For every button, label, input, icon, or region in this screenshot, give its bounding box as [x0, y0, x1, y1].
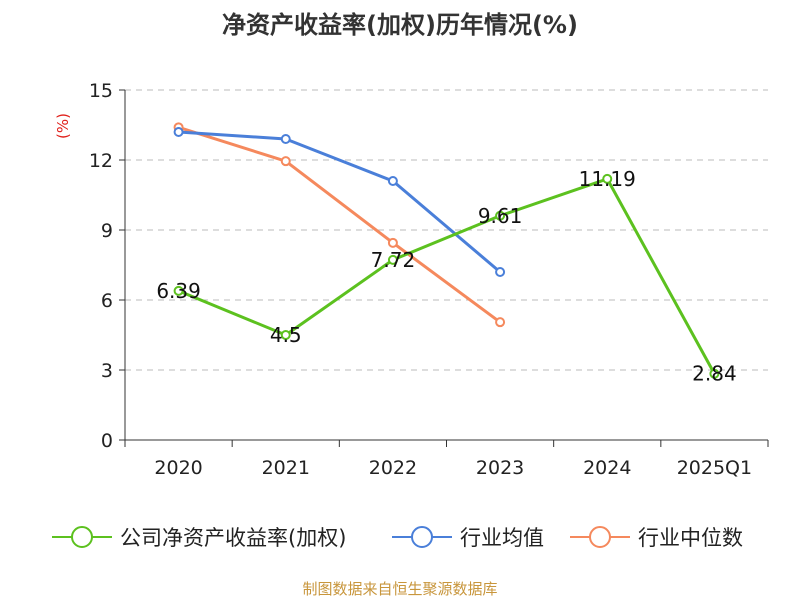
legend-label: 行业中位数 — [638, 526, 743, 550]
series-1 — [173, 127, 506, 277]
data-point — [280, 134, 291, 144]
x-tick-label: 2022 — [369, 457, 417, 479]
data-label: 4.5 — [270, 323, 302, 347]
data-point — [602, 173, 613, 184]
legend-item: 行业均值 — [392, 526, 544, 550]
y-tick-label: 15 — [89, 80, 113, 102]
data-point — [387, 254, 398, 265]
data-point — [173, 127, 184, 137]
legend-marker — [411, 526, 433, 548]
series-line — [177, 177, 716, 376]
data-point — [495, 267, 506, 277]
data-point — [280, 156, 291, 167]
data-label: 11.19 — [579, 167, 636, 191]
grid-lines — [125, 89, 768, 371]
x-tick-label: 2025Q1 — [677, 457, 752, 479]
y-tick-label: 12 — [89, 150, 113, 172]
x-tick-label: 2021 — [262, 457, 310, 479]
legend-item: 行业中位数 — [570, 526, 743, 550]
series-0 — [173, 173, 720, 379]
legend-item: 公司净资产收益率(加权) — [52, 526, 346, 550]
chart-title: 净资产收益率(加权)历年情况(%) — [222, 11, 578, 39]
x-tick-label: 2023 — [476, 457, 524, 479]
legend-label: 行业均值 — [460, 526, 544, 550]
data-labels: 6.39 4.5 7.72 9.61 11.19 2.84 — [156, 167, 736, 386]
x-tick-label: 2020 — [154, 457, 202, 479]
series-line — [177, 130, 502, 274]
data-point — [709, 368, 720, 379]
legend-label: 公司净资产收益率(加权) — [120, 526, 346, 550]
series-line — [177, 125, 502, 324]
data-point — [495, 210, 506, 221]
data-label: 6.39 — [156, 279, 201, 303]
data-label: 7.72 — [371, 248, 416, 272]
data-point — [173, 285, 184, 296]
data-label: 2.84 — [692, 362, 737, 386]
y-tick-label: 9 — [101, 220, 113, 242]
x-tick-label: 2024 — [583, 457, 631, 479]
y-axis-label: (%) — [54, 113, 72, 139]
data-point — [387, 176, 398, 186]
axes: 0 3 6 9 12 15 2020 2021 2022 2023 2024 2025Q1 — [89, 80, 769, 479]
y-tick-label: 6 — [101, 290, 113, 312]
data-point — [387, 237, 398, 248]
source-note: 制图数据来自恒生聚源数据库 — [302, 580, 497, 598]
legend-marker — [589, 526, 611, 548]
y-tick-label: 3 — [101, 360, 113, 382]
legend-marker — [71, 526, 93, 548]
series-lines — [173, 122, 720, 379]
y-tick-label: 0 — [101, 430, 113, 452]
data-point — [280, 330, 291, 340]
data-point — [495, 317, 506, 328]
legend: 公司净资产收益率(加权) 行业均值 行业中位数 — [52, 526, 743, 550]
data-label: 9.61 — [478, 204, 523, 228]
